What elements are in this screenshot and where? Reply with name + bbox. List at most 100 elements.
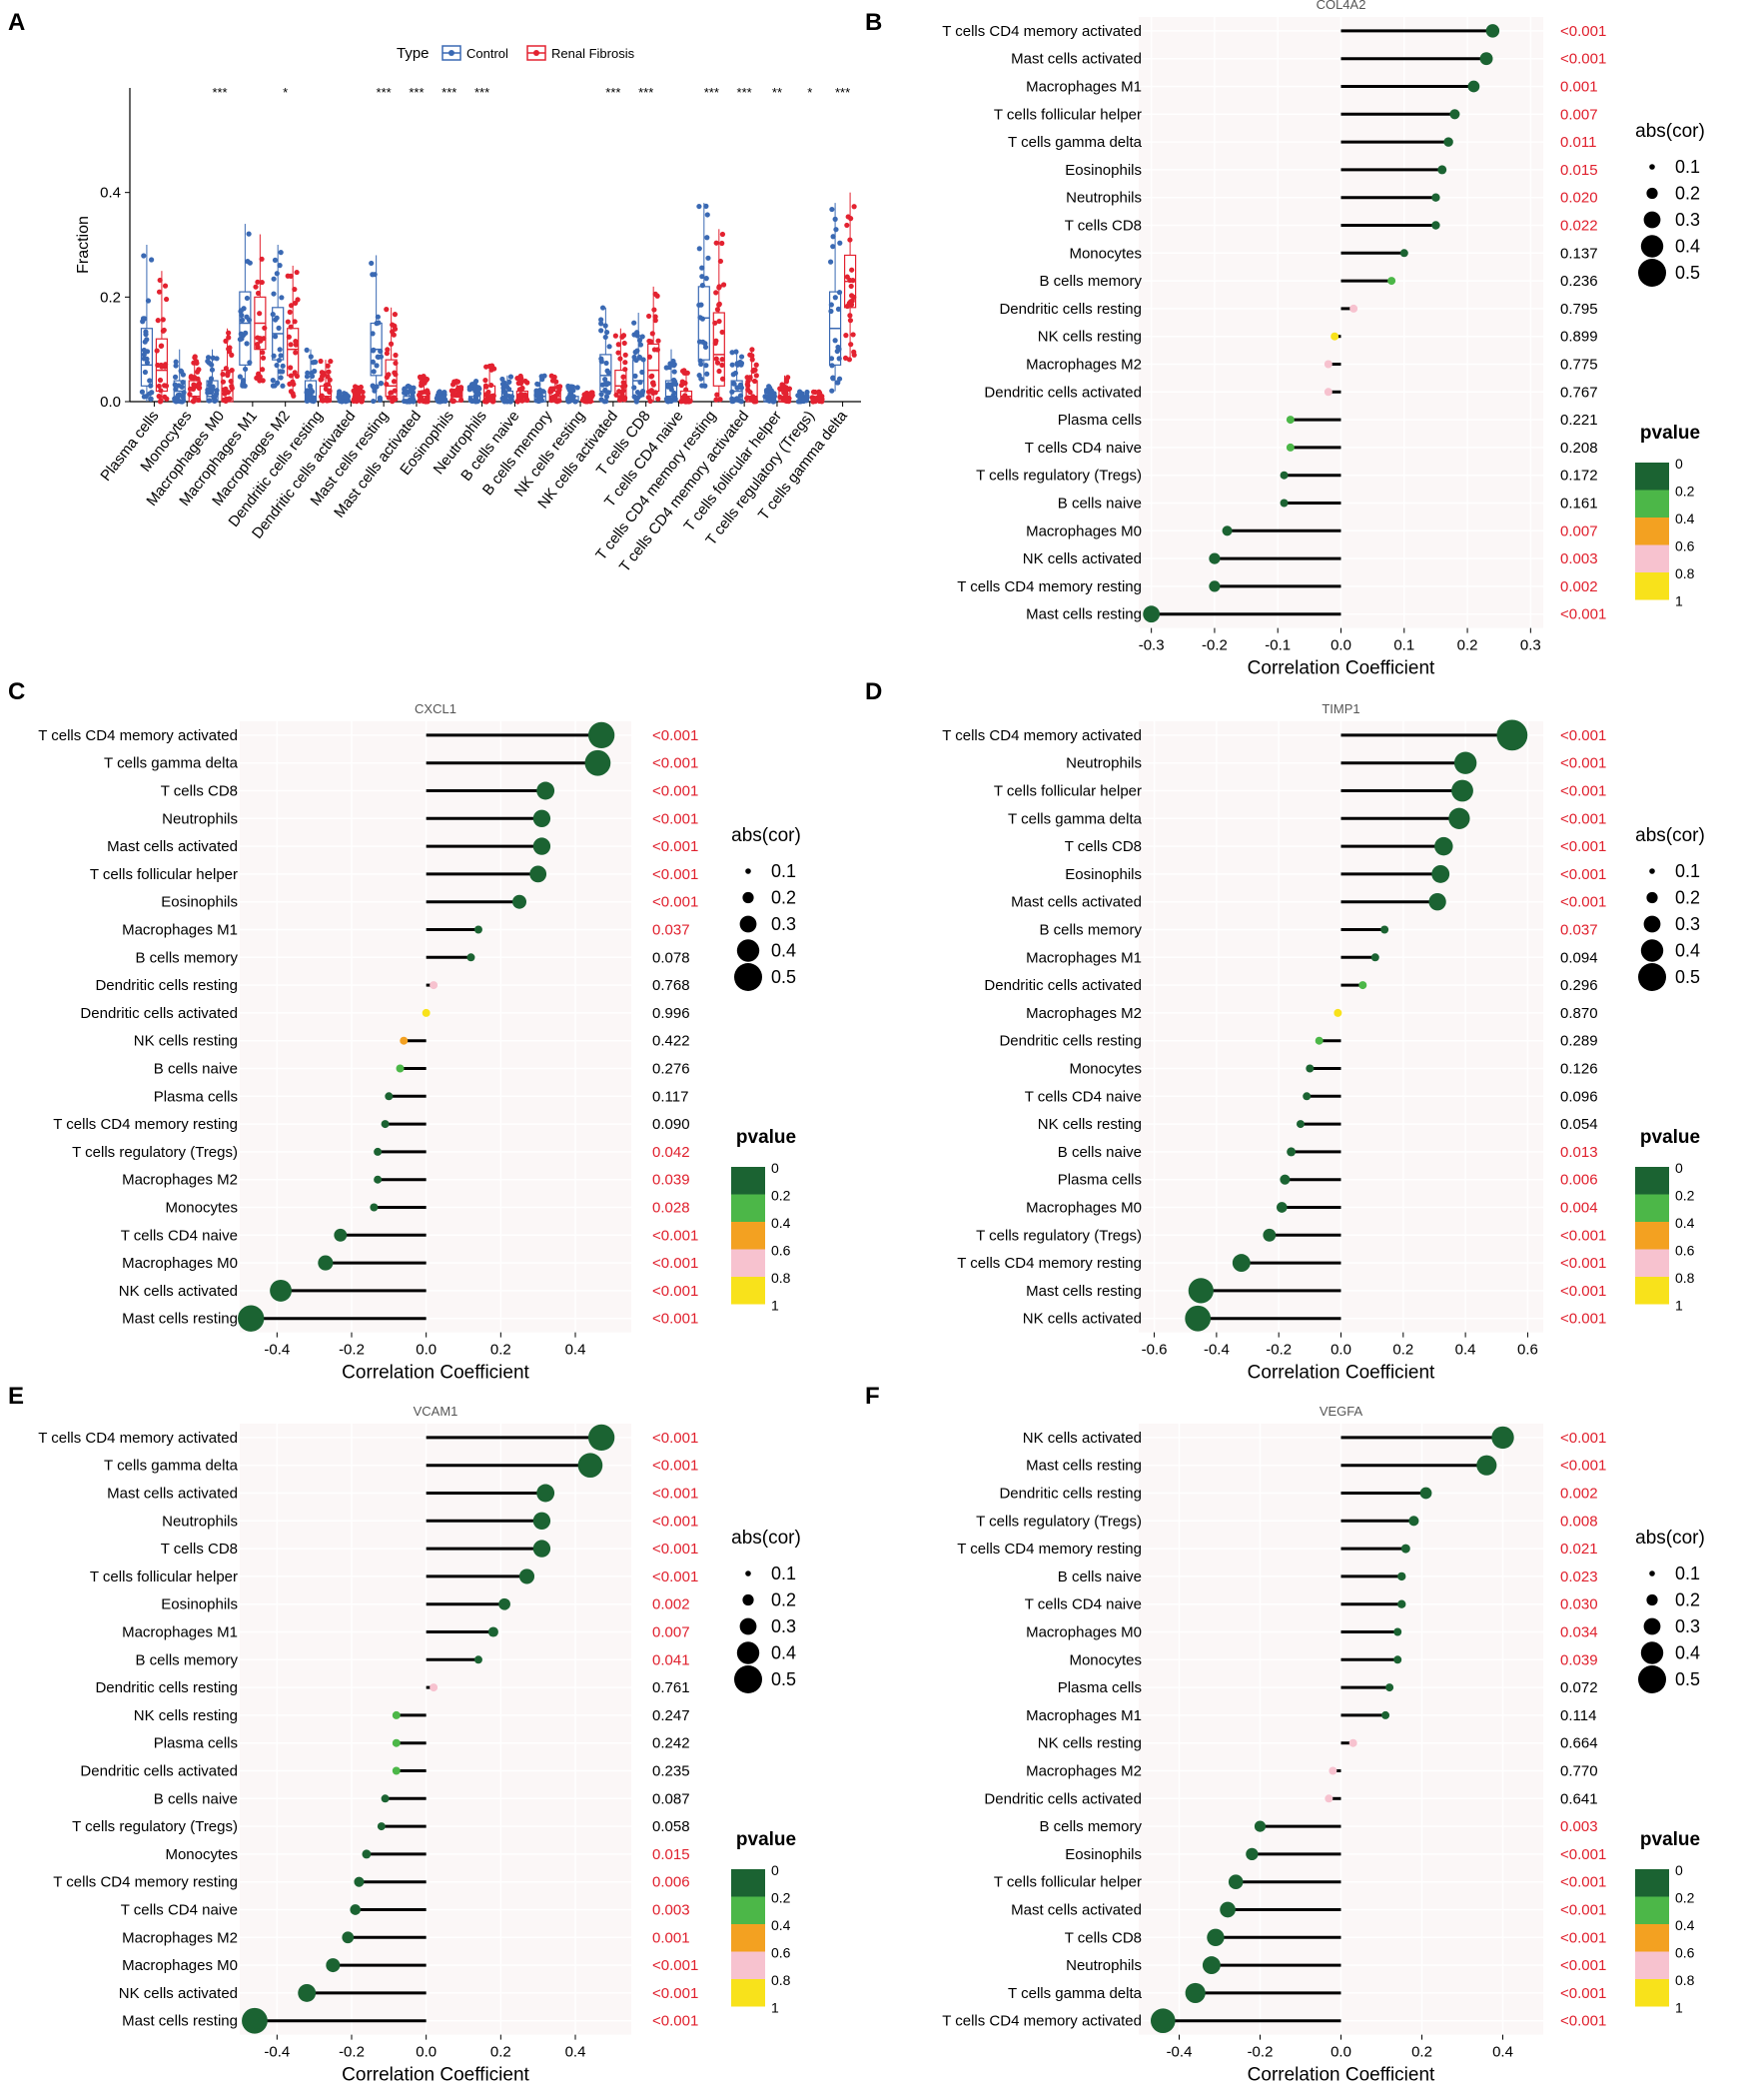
row-label: Dendritic cells resting — [95, 977, 238, 994]
data-point — [384, 307, 390, 313]
data-point — [257, 311, 263, 317]
data-point — [220, 372, 226, 378]
color-legend-swatch — [1635, 490, 1669, 518]
lollipop-dot — [1431, 864, 1450, 883]
data-point — [636, 338, 643, 344]
row-label: Mast cells resting — [122, 1311, 238, 1328]
color-legend-label: 1 — [1675, 593, 1683, 609]
data-point — [832, 216, 838, 222]
data-point — [843, 333, 849, 339]
row-label: Dendritic cells resting — [999, 301, 1142, 318]
row-label: NK cells resting — [134, 1033, 238, 1050]
data-point — [210, 355, 216, 361]
data-point — [616, 389, 622, 395]
data-point — [815, 396, 821, 402]
significance-mark: *** — [638, 85, 653, 100]
data-point — [672, 396, 678, 403]
data-point — [506, 386, 512, 393]
data-point — [371, 398, 377, 405]
data-point — [226, 346, 232, 352]
data-point — [699, 283, 705, 289]
data-point — [719, 240, 725, 247]
data-point — [243, 330, 249, 336]
data-point — [291, 393, 297, 399]
data-point — [163, 362, 169, 368]
size-legend-dot — [1646, 187, 1658, 200]
color-legend-swatch — [1635, 518, 1669, 545]
data-point — [222, 391, 228, 397]
lollipop-dot — [298, 1983, 317, 2002]
data-point — [620, 374, 626, 380]
x-tick-label: -0.2 — [339, 1342, 365, 1359]
color-legend-label: 0.2 — [771, 1188, 791, 1204]
data-point — [714, 392, 720, 398]
lollipop-dot — [1207, 1928, 1225, 1946]
data-point — [832, 338, 838, 344]
row-label: NK cells activated — [1023, 1311, 1142, 1328]
size-legend-label: 0.2 — [771, 888, 796, 908]
p-value-label: <0.001 — [652, 1458, 698, 1475]
data-point — [535, 382, 541, 388]
data-point — [161, 327, 167, 334]
data-point — [602, 334, 608, 341]
significance-mark: * — [807, 85, 812, 100]
row-label: Mast cells activated — [107, 1486, 238, 1503]
data-point — [173, 387, 179, 393]
panel-b: COL4A2 T cells CD4 memory activated <0.001… — [942, 0, 1705, 679]
data-point — [321, 372, 328, 378]
data-point — [358, 384, 364, 391]
data-point — [832, 295, 838, 301]
size-legend-dot — [1649, 164, 1655, 170]
x-tick-label: 0.0 — [1330, 1342, 1351, 1359]
data-point — [442, 398, 448, 404]
data-point — [304, 347, 310, 353]
data-point — [681, 395, 687, 401]
data-point — [260, 367, 266, 373]
data-point — [391, 395, 397, 401]
data-point — [712, 320, 718, 326]
legend-key-dot — [448, 50, 454, 56]
lollipop-dot — [1385, 1683, 1394, 1692]
size-legend-dot — [1643, 211, 1661, 229]
x-tick-label: 0.2 — [490, 1342, 511, 1359]
lollipop-dot — [532, 809, 551, 827]
p-value-label: 0.003 — [1560, 1818, 1598, 1835]
data-point — [142, 339, 148, 345]
data-point — [143, 329, 149, 335]
data-point — [304, 398, 310, 404]
row-label: Monocytes — [1069, 1061, 1142, 1078]
color-legend-label: 0.2 — [1675, 1188, 1695, 1204]
p-value-label: <0.001 — [1560, 606, 1606, 623]
data-point — [749, 347, 755, 353]
data-point — [553, 379, 559, 385]
data-point — [255, 279, 261, 285]
lollipop-dot — [1443, 137, 1453, 147]
data-point — [410, 396, 416, 402]
data-point — [734, 361, 740, 367]
p-value-label: <0.001 — [652, 1311, 698, 1328]
x-tick-label: 0.6 — [1517, 1342, 1538, 1359]
data-point — [554, 398, 560, 404]
data-point — [633, 357, 639, 364]
data-point — [639, 369, 645, 376]
row-label: NK cells activated — [1023, 550, 1142, 567]
significance-mark: * — [283, 85, 288, 100]
data-point — [598, 359, 604, 365]
data-point — [699, 265, 705, 271]
data-point — [700, 339, 706, 345]
color-legend-label: 1 — [771, 1298, 779, 1314]
color-legend-swatch — [731, 1869, 765, 1897]
x-tick-label: -0.4 — [1204, 1342, 1230, 1359]
data-point — [195, 376, 201, 382]
data-point — [738, 399, 744, 405]
lollipop-dot — [1280, 471, 1289, 480]
p-value-label: 0.030 — [1560, 1596, 1598, 1613]
data-point — [312, 359, 319, 365]
data-point — [160, 317, 166, 323]
p-value-label: <0.001 — [652, 1255, 698, 1272]
row-label: Mast cells activated — [1011, 894, 1142, 911]
data-point — [209, 362, 215, 368]
x-tick-label: -0.4 — [264, 1342, 290, 1359]
data-point — [766, 384, 772, 390]
panel-title: VCAM1 — [414, 1404, 458, 1419]
